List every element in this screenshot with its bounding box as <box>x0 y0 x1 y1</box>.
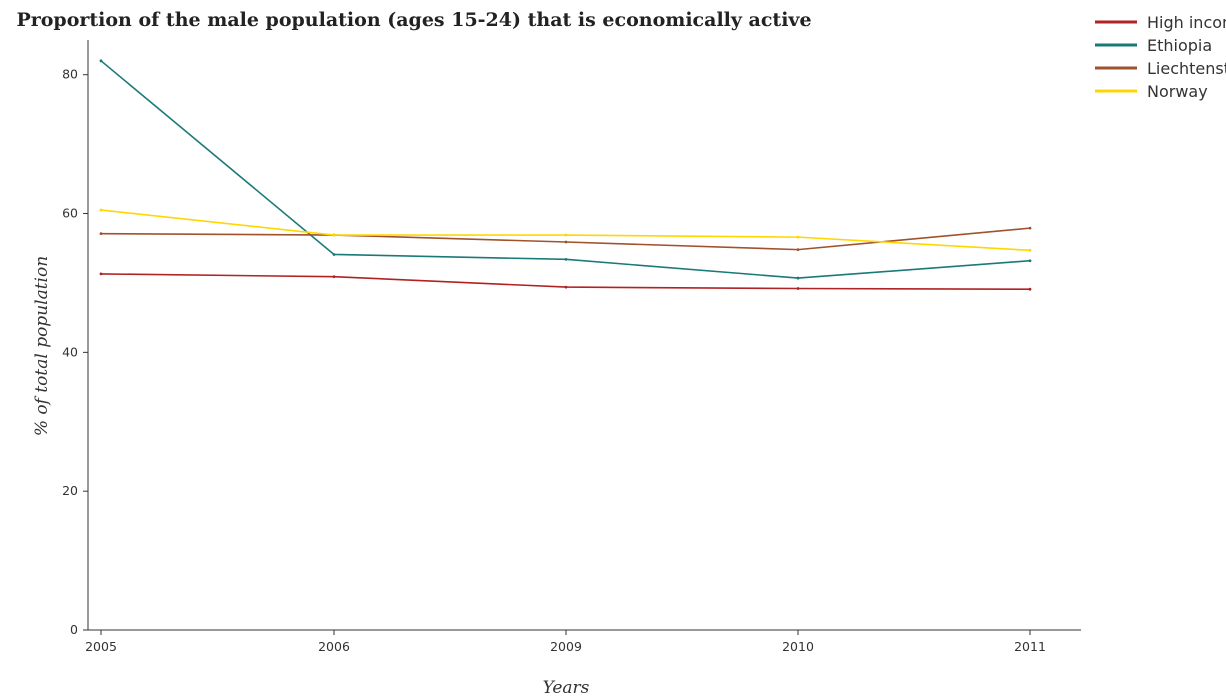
data-point-ethiopia <box>332 253 336 256</box>
series-line-norway <box>100 209 1031 252</box>
y-tick-label: 20 <box>62 483 78 498</box>
legend-label-ethiopia: Ethiopia <box>1147 36 1212 55</box>
data-point-ethiopia <box>796 276 800 280</box>
data-point-ethiopia <box>99 59 103 63</box>
y-axis-label: % of total population <box>32 256 52 436</box>
data-point-high-income <box>99 272 103 276</box>
legend-label-norway: Norway <box>1147 82 1208 101</box>
series-line-ethiopia <box>100 60 1031 279</box>
data-point-high-income <box>564 285 568 289</box>
x-tick-label: 2009 <box>550 639 582 654</box>
data-point-high-income <box>1028 287 1032 291</box>
data-point-ethiopia <box>1028 259 1032 263</box>
data-point-norway <box>332 233 336 237</box>
chart-title: Proportion of the male population (ages … <box>16 9 811 31</box>
data-point-liechtenstein <box>796 248 800 252</box>
legend: High income Ethiopia Liechtenstein Norway <box>1095 13 1226 101</box>
data-point-liechtenstein <box>564 240 568 244</box>
data-point-norway <box>99 208 103 212</box>
legend-label-high-income: High income <box>1147 13 1226 32</box>
x-tick-label: 2011 <box>1014 639 1046 654</box>
data-point-liechtenstein <box>1028 226 1032 230</box>
series-line-liechtenstein <box>100 227 1031 251</box>
data-point-high-income <box>796 287 800 290</box>
data-point-high-income <box>332 275 336 279</box>
x-tick-label: 2010 <box>782 639 814 654</box>
y-tick-label: 40 <box>62 344 78 359</box>
x-tick-label: 2006 <box>318 639 350 654</box>
y-tick-label: 80 <box>62 67 78 82</box>
y-tick-label: 60 <box>62 206 78 221</box>
data-point-ethiopia <box>564 257 568 261</box>
x-tick-label: 2005 <box>85 639 117 654</box>
data-point-norway <box>796 235 800 239</box>
x-axis-label: Years <box>543 678 590 698</box>
legend-label-liechtenstein: Liechtenstein <box>1147 59 1226 78</box>
y-tick-label: 0 <box>70 622 78 637</box>
data-point-norway <box>564 233 568 237</box>
data-point-liechtenstein <box>99 232 103 236</box>
data-point-norway <box>1028 248 1032 252</box>
plot-area: 0 20 40 60 80 2005 2006 2009 2010 2011 <box>62 40 1081 654</box>
